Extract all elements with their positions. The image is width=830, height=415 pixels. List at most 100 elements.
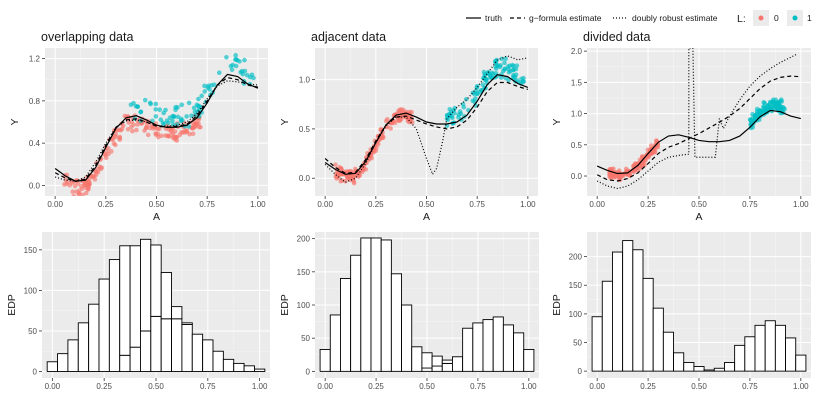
x-tick-label: 0.50 [691,382,707,391]
series-line-doubly-robust-estimate [54,80,258,182]
histogram-bar-l1 [724,362,736,372]
scatter-point-group-1 [196,96,201,102]
scatter-point-group-1 [238,69,243,75]
scatter-point-group-1 [752,115,758,120]
histogram-bar-l1 [452,356,464,372]
x-tick-label: 0.25 [368,382,384,391]
y-tick-label: 100 [297,301,311,310]
scatter-point-group-1 [224,54,229,60]
histogram-bar-l1 [734,344,746,372]
scatter-point-group-1 [498,75,504,80]
x-tick-label: 1.00 [520,200,536,209]
scatter-point-group-1 [756,114,762,119]
x-tick-label: 0.25 [96,382,112,391]
x-tick-label: 0.00 [317,200,333,209]
histogram-bar-l1 [754,324,766,372]
scatter-point-group-0 [409,109,414,115]
histogram-bar-l0 [77,322,90,372]
histogram-bar-l0 [652,307,664,372]
scatter-point-group-0 [72,183,78,189]
scatter-point-group-0 [95,166,101,172]
scatter-point-group-0 [399,116,404,122]
panel-divided-scatter: 0.00 0.25 0.50 0.75 1.00 0.0 0.5 1.0 1.5 2.0divid… [551,30,811,223]
histogram-bar-l1 [212,350,224,372]
x-tick-label: 0.75 [742,382,758,391]
plot-area [54,53,259,196]
scatter-point-group-0 [70,189,75,194]
x-tick-label: 0.00 [45,382,61,391]
scatter-point-group-1 [199,93,205,99]
histogram-bar-l0 [370,237,382,372]
scatter-point-group-1 [170,118,175,124]
y-tick-label: 150 [569,281,583,290]
scatter-point-group-1 [750,112,755,117]
x-tick-label: 1.00 [521,382,537,391]
x-tick-label: 0.50 [148,382,164,391]
histogram-bar-l0 [181,322,193,325]
scatter-point-group-1 [184,114,189,119]
histogram-bar-l0 [421,352,433,369]
scatter-point-group-0 [398,107,404,112]
scatter-point-group-0 [78,184,84,189]
panel-title: adjacent data [311,30,386,44]
scatter-point-group-1 [233,63,239,69]
scatter-point-group-1 [502,60,507,66]
plot-area [319,237,535,372]
series-line-doubly-robust-estimate [596,48,798,190]
legend-key-group-1 [792,15,798,21]
scatter-point-group-0 [348,177,353,183]
histogram-bar-l1 [119,354,131,372]
histogram-bar-l0 [129,245,141,348]
scatter-point-group-1 [170,122,176,127]
histogram-bar-l0 [140,238,152,332]
scatter-point-group-1 [242,57,247,63]
scatter-point-group-1 [186,100,192,106]
scatter-point-group-1 [463,96,469,102]
y-tick-label: 0 [578,367,583,376]
panel-adjacent-histogram: 0.00 0.25 0.50 0.75 1.00 0 50 100 150 200 EDP [279,232,539,391]
scatter-point-group-1 [447,106,453,112]
histogram-bar-l0 [632,249,644,372]
y-tick-label: 100 [24,286,38,295]
x-tick-label: 0.75 [200,382,216,391]
scatter-point-group-1 [206,83,211,89]
histogram-bar-l1 [472,322,484,372]
scatter-point-group-1 [478,87,484,93]
x-tick-label: 0.75 [470,382,486,391]
scatter-point-group-1 [138,109,144,115]
histogram-bar-l0 [380,239,392,372]
series-line-g-formula-estimate [324,81,529,174]
scatter-point-group-0 [198,124,203,130]
scatter-point-group-1 [195,103,201,109]
histogram-bar-l1 [254,368,266,372]
scatter-point-group-1 [451,107,456,113]
x-axis-title: A [423,211,430,223]
histogram-bar-l1 [129,346,141,372]
y-axis-title: EDP [6,294,18,316]
y-tick-label: 200 [297,235,311,244]
histogram-bar-l1 [171,318,183,372]
scatter-point-group-0 [174,138,180,143]
scatter-point-group-0 [616,168,622,173]
x-tick-label: 0.50 [419,200,435,209]
legend: truth g−formula estimate doubly robust e… [466,10,812,26]
scatter-point-group-1 [444,113,450,119]
histogram-bar-l0 [350,254,362,372]
histogram-bar-l1 [492,316,504,372]
scatter-point-group-1 [445,117,451,123]
x-tick-label: 0.50 [691,200,707,209]
histogram-bar-l0 [171,306,183,320]
scatter-point-group-0 [391,113,397,119]
scatter-point-group-0 [117,137,123,142]
scatter-point-group-0 [80,192,85,196]
scatter-point-group-1 [510,62,515,68]
histogram-bar-l0 [88,303,100,372]
x-tick-label: 0.00 [317,382,333,391]
x-tick-label: 0.75 [742,200,758,209]
scatter-point-group-1 [163,107,168,113]
histogram-bar-l1 [140,330,152,372]
histogram-bar-l1 [233,362,245,372]
y-axis-title: Y [551,118,563,125]
y-tick-label: 50 [573,339,582,348]
y-tick-label: 0.0 [299,174,311,183]
